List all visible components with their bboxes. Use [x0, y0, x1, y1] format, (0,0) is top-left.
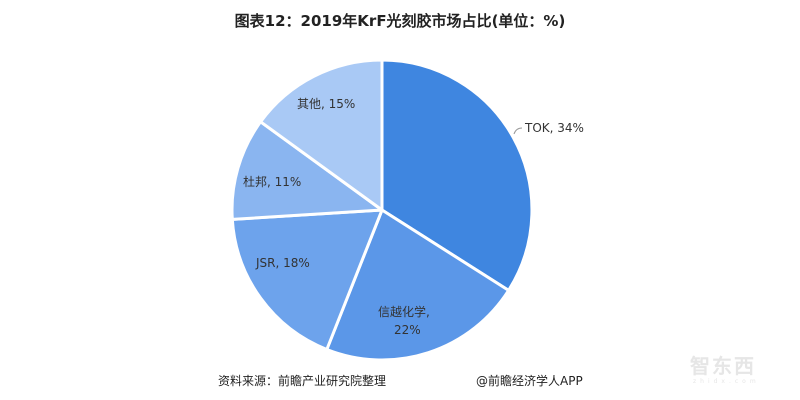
label-shinetsu-name: 信越化学,	[378, 304, 430, 319]
label-jsr: JSR, 18%	[255, 256, 310, 270]
watermark-logo: 智东西	[690, 354, 756, 378]
slice-dupont[interactable]	[230, 120, 384, 221]
label-dupont: 杜邦, 11%	[243, 174, 301, 189]
label-tok: TOK, 34%	[524, 121, 584, 135]
label-other: 其他, 15%	[297, 97, 355, 111]
slice-shinetsu[interactable]	[325, 208, 511, 362]
pie-slices	[230, 58, 534, 362]
source-note: 资料来源：前瞻产业研究院整理	[218, 374, 387, 388]
label-shinetsu-value: 22%	[394, 323, 421, 337]
tok-leader-line	[513, 127, 523, 135]
credit-note: @前瞻经济学人APP	[476, 374, 583, 388]
slice-other[interactable]	[259, 58, 384, 212]
chart-title: 图表12：2019年KrF光刻胶市场占比(单位：%)	[234, 12, 566, 30]
watermark-url: zhidx.com	[693, 378, 760, 385]
slice-jsr[interactable]	[230, 208, 384, 351]
